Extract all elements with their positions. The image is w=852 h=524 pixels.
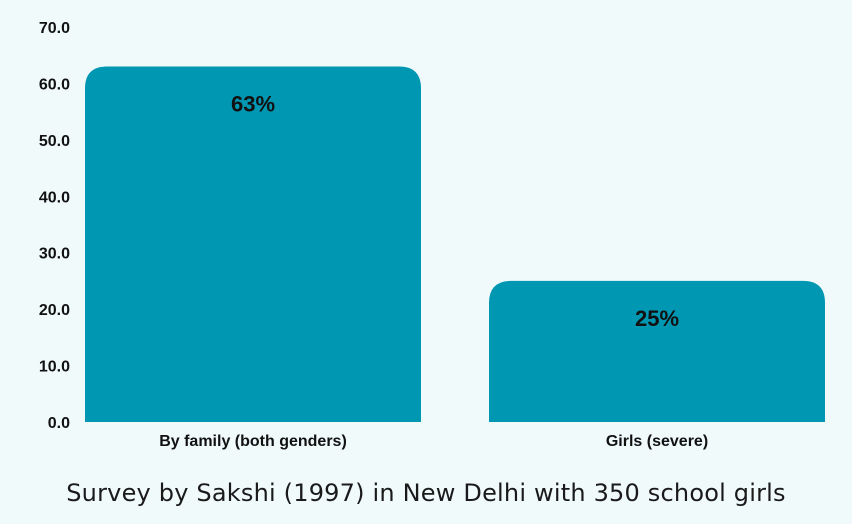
chart-caption: Survey by Sakshi (1997) in New Delhi wit… bbox=[66, 479, 786, 507]
y-tick-label: 50.0 bbox=[39, 133, 70, 150]
y-tick-label: 40.0 bbox=[39, 189, 70, 206]
y-tick-label: 0.0 bbox=[48, 415, 70, 432]
x-category-label: Girls (severe) bbox=[606, 433, 708, 450]
bar bbox=[489, 280, 825, 422]
x-category-label: By family (both genders) bbox=[159, 433, 347, 450]
bar bbox=[85, 66, 421, 422]
y-tick-label: 60.0 bbox=[39, 76, 70, 93]
y-tick-label: 70.0 bbox=[39, 20, 70, 37]
y-tick-label: 20.0 bbox=[39, 302, 70, 319]
bar-data-label: 63% bbox=[231, 92, 275, 117]
y-tick-label: 30.0 bbox=[39, 246, 70, 263]
bar-data-label: 25% bbox=[635, 306, 679, 331]
bar-chart: 0.0 10.0 20.0 30.0 40.0 50.0 60.0 70.0 63% By fam… bbox=[39, 20, 825, 450]
y-tick-label: 10.0 bbox=[39, 359, 70, 376]
